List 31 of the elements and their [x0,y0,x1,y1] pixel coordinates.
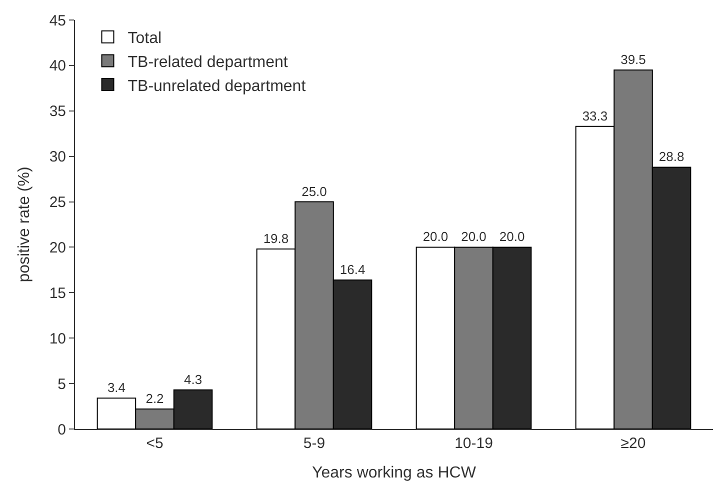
data-label: 25.0 [302,184,327,199]
data-label: 39.5 [620,52,646,67]
legend-label: Total [128,30,162,48]
x-tick-label: ≥20 [620,435,646,452]
y-axis-title: positive rate (%) [16,166,34,282]
data-label: 28.8 [658,149,684,164]
legend-label: TB-related department [128,54,288,71]
x-axis-title: Years working as HCW [312,464,477,482]
data-label: 20.0 [422,229,448,244]
x-tick-label: 10-19 [454,435,493,452]
y-tick-label: 15 [49,284,66,302]
x-tick-label: <5 [146,435,164,452]
y-tick-label: 45 [49,12,66,30]
data-label: 3.4 [107,380,126,396]
data-label: 20.0 [461,229,486,244]
y-tick-label: 10 [49,330,66,348]
y-tick-label: 30 [49,148,66,166]
y-tick-label: 20 [49,239,66,256]
x-tick-label: 5-9 [303,435,326,452]
y-tick-label: 0 [58,421,66,438]
data-label: 20.0 [499,229,525,244]
y-tick-label: 35 [49,103,66,120]
y-tick-label: 40 [49,58,66,75]
y-tick-label: 5 [58,376,66,393]
legend-label: TB-unrelated department [128,78,306,95]
y-tick-label: 25 [49,194,66,212]
data-label: 19.8 [263,231,289,246]
data-label: 4.3 [184,372,202,387]
data-label: 33.3 [582,108,608,124]
data-label: 2.2 [146,391,164,406]
data-label: 16.4 [340,262,366,277]
